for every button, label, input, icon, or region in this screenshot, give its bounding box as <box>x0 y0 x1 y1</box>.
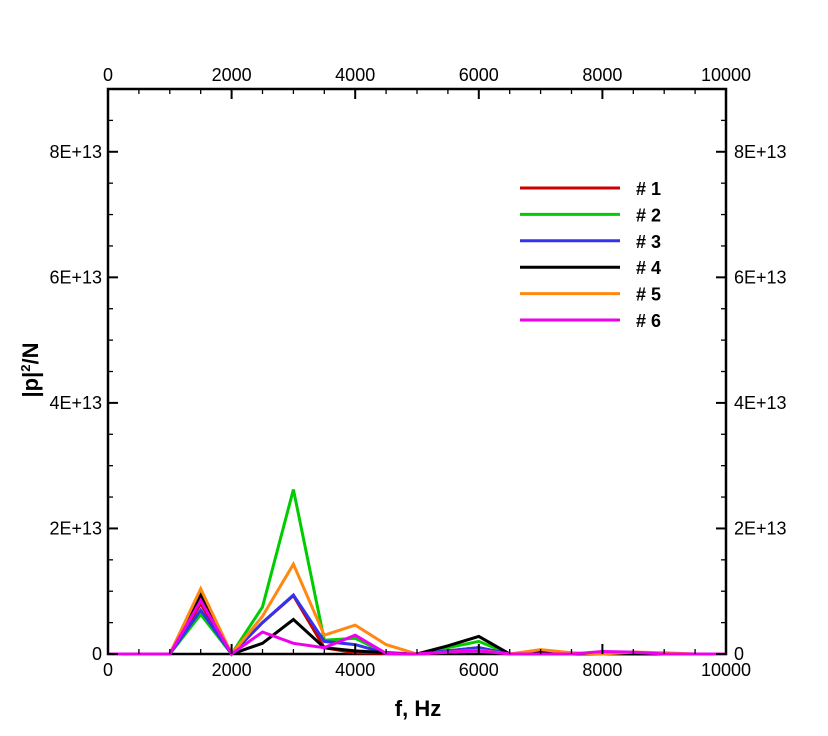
x-tick-label: 10000 <box>701 660 751 680</box>
y-axis-title-base: |p| <box>18 372 43 398</box>
y-tick-label-right: 2E+13 <box>734 518 787 538</box>
legend: # 1 # 2 # 3 # 4 # 5 # 6 <box>520 179 661 331</box>
axes-group: 0020002000400040006000600080008000100001… <box>49 65 786 680</box>
x-tick-label: 2000 <box>212 660 252 680</box>
legend-label: # 3 <box>636 232 661 252</box>
x-tick-label-top: 8000 <box>582 65 622 85</box>
legend-label: # 6 <box>636 311 661 331</box>
x-tick-label-top: 6000 <box>459 65 499 85</box>
legend-item-6: # 6 <box>520 311 661 331</box>
series-line-1 <box>108 593 726 657</box>
x-tick-label-top: 2000 <box>212 65 252 85</box>
x-tick-label-top: 10000 <box>701 65 751 85</box>
plot-frame <box>106 87 728 656</box>
legend-label: # 2 <box>636 205 661 225</box>
x-tick-label: 6000 <box>459 660 499 680</box>
y-tick-label: 0 <box>92 644 102 664</box>
legend-label: # 1 <box>636 179 661 199</box>
series-line-2 <box>108 489 726 657</box>
legend-label: # 5 <box>636 285 661 305</box>
x-axis-title: f, Hz <box>395 696 441 721</box>
y-axis-title-sup: 2 <box>18 365 33 372</box>
legend-item-5: # 5 <box>520 285 661 305</box>
x-tick-label: 0 <box>103 660 113 680</box>
legend-item-2: # 2 <box>520 205 661 225</box>
y-tick-label: 8E+13 <box>49 142 102 162</box>
y-tick-label: 4E+13 <box>49 393 102 413</box>
x-tick-label: 4000 <box>335 660 375 680</box>
legend-label: # 4 <box>636 258 661 278</box>
plot-area <box>106 87 728 656</box>
y-tick-label-right: 0 <box>734 644 744 664</box>
y-tick-label-right: 6E+13 <box>734 267 787 287</box>
x-tick-label-top: 0 <box>103 65 113 85</box>
legend-item-3: # 3 <box>520 232 661 252</box>
legend-item-4: # 4 <box>520 258 661 278</box>
series-group <box>108 489 726 657</box>
y-axis-title-rest: /N <box>18 343 43 365</box>
y-tick-label: 6E+13 <box>49 267 102 287</box>
x-tick-label: 8000 <box>582 660 622 680</box>
legend-item-1: # 1 <box>520 179 661 199</box>
x-tick-label-top: 4000 <box>335 65 375 85</box>
y-tick-label-right: 8E+13 <box>734 142 787 162</box>
y-tick-label-right: 4E+13 <box>734 393 787 413</box>
y-tick-label: 2E+13 <box>49 518 102 538</box>
y-axis-title: |p|2/N <box>18 343 43 398</box>
